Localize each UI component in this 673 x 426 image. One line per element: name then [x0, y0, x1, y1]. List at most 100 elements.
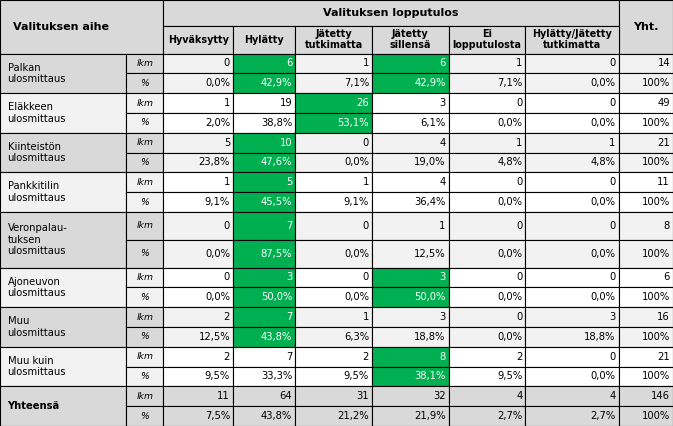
Text: 1: 1: [363, 312, 369, 322]
Text: lkm: lkm: [136, 222, 153, 230]
Bar: [295, 153, 372, 173]
Text: 23,8%: 23,8%: [199, 158, 230, 167]
Text: %: %: [141, 249, 149, 258]
Text: 2,7%: 2,7%: [590, 411, 616, 421]
Bar: [526, 347, 618, 367]
Bar: [127, 212, 163, 240]
Text: Jätetty
sillensä: Jätetty sillensä: [390, 29, 431, 50]
Bar: [295, 73, 372, 93]
Bar: [449, 113, 526, 133]
Bar: [163, 288, 233, 307]
Bar: [295, 327, 372, 347]
Text: 32: 32: [433, 391, 446, 401]
Text: 3: 3: [439, 98, 446, 108]
Text: 14: 14: [658, 58, 670, 69]
Text: 0: 0: [516, 98, 522, 108]
Bar: [295, 240, 372, 268]
Bar: [372, 240, 449, 268]
Text: 38,8%: 38,8%: [261, 118, 292, 128]
Bar: [449, 93, 526, 113]
Bar: [127, 406, 163, 426]
Text: 146: 146: [651, 391, 670, 401]
Bar: [449, 307, 526, 327]
Text: 5: 5: [223, 138, 230, 148]
Text: Palkan
ulosmittaus: Palkan ulosmittaus: [7, 63, 66, 84]
Text: 0: 0: [224, 58, 230, 69]
Bar: [449, 153, 526, 173]
Text: 49: 49: [658, 98, 670, 108]
Text: 21,2%: 21,2%: [337, 411, 369, 421]
Bar: [127, 288, 163, 307]
Bar: [372, 212, 449, 240]
Bar: [618, 0, 673, 54]
Bar: [526, 153, 618, 173]
Text: lkm: lkm: [136, 313, 153, 322]
Text: 0: 0: [609, 177, 616, 187]
Bar: [233, 54, 295, 73]
Bar: [127, 386, 163, 406]
Text: 5: 5: [286, 177, 292, 187]
Text: lkm: lkm: [136, 273, 153, 282]
Bar: [526, 288, 618, 307]
Text: 1: 1: [609, 138, 616, 148]
Bar: [618, 406, 673, 426]
Text: 2: 2: [223, 352, 230, 362]
Text: 9,1%: 9,1%: [344, 197, 369, 207]
Text: lkm: lkm: [136, 98, 153, 107]
Bar: [127, 367, 163, 386]
Text: 31: 31: [356, 391, 369, 401]
Text: 4: 4: [439, 138, 446, 148]
Text: 100%: 100%: [642, 249, 670, 259]
Text: 1: 1: [363, 177, 369, 187]
Bar: [372, 26, 449, 54]
Bar: [449, 173, 526, 192]
Bar: [618, 240, 673, 268]
Text: 21,9%: 21,9%: [414, 411, 446, 421]
Bar: [372, 93, 449, 113]
Bar: [372, 268, 449, 288]
Text: 0,0%: 0,0%: [591, 118, 616, 128]
Bar: [449, 133, 526, 153]
Bar: [0, 0, 163, 54]
Bar: [233, 173, 295, 192]
Bar: [127, 54, 163, 73]
Text: 0,0%: 0,0%: [591, 197, 616, 207]
Bar: [618, 113, 673, 133]
Bar: [127, 240, 163, 268]
Text: 7: 7: [286, 312, 292, 322]
Bar: [372, 54, 449, 73]
Text: 9,1%: 9,1%: [205, 197, 230, 207]
Text: Hyväksytty: Hyväksytty: [168, 35, 229, 45]
Text: %: %: [141, 118, 149, 127]
Text: 2: 2: [223, 312, 230, 322]
Bar: [449, 327, 526, 347]
Text: 4: 4: [439, 177, 446, 187]
Bar: [127, 133, 163, 153]
Text: 11: 11: [658, 177, 670, 187]
Bar: [295, 54, 372, 73]
Bar: [449, 268, 526, 288]
Text: 100%: 100%: [642, 118, 670, 128]
Text: 38,1%: 38,1%: [415, 371, 446, 382]
Bar: [0, 307, 127, 347]
Bar: [449, 26, 526, 54]
Text: 7,5%: 7,5%: [205, 411, 230, 421]
Text: Ajoneuvon
ulosmittaus: Ajoneuvon ulosmittaus: [7, 276, 66, 298]
Bar: [449, 240, 526, 268]
Bar: [618, 133, 673, 153]
Bar: [372, 307, 449, 327]
Bar: [127, 173, 163, 192]
Bar: [163, 367, 233, 386]
Text: 0,0%: 0,0%: [497, 249, 522, 259]
Text: 100%: 100%: [642, 158, 670, 167]
Text: %: %: [141, 372, 149, 381]
Bar: [233, 406, 295, 426]
Text: 10: 10: [279, 138, 292, 148]
Bar: [233, 307, 295, 327]
Bar: [449, 386, 526, 406]
Text: 0,0%: 0,0%: [591, 371, 616, 382]
Bar: [0, 268, 127, 307]
Bar: [233, 113, 295, 133]
Bar: [0, 54, 127, 93]
Bar: [163, 192, 233, 212]
